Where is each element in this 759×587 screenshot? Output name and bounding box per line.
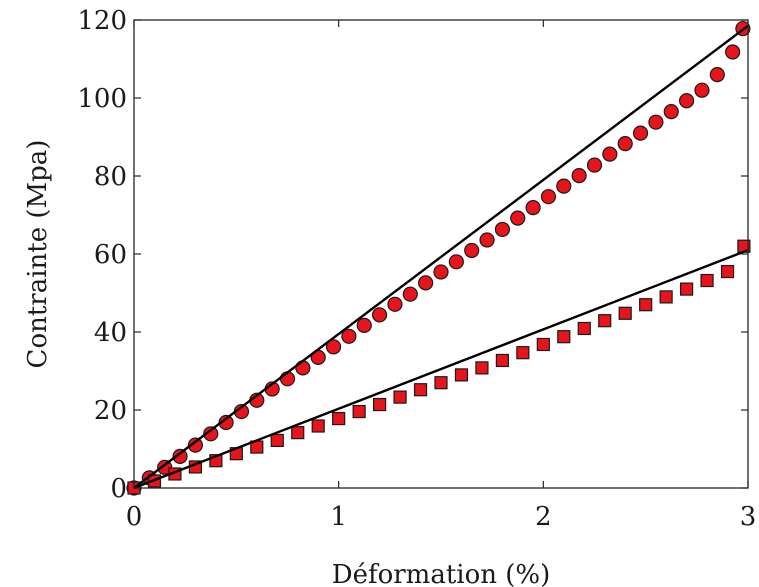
data-point-circle	[433, 264, 449, 280]
data-point-circle	[556, 178, 572, 194]
data-point-circle	[448, 254, 464, 270]
data-point-circle	[725, 44, 741, 60]
y-tick-label: 100	[77, 84, 127, 114]
data-point-square	[557, 330, 571, 344]
data-point-circle	[479, 232, 495, 248]
data-point-square	[311, 419, 325, 433]
data-point-square	[373, 397, 387, 412]
data-point-square	[393, 390, 407, 404]
data-point-square	[577, 321, 591, 336]
fit-line-2	[133, 248, 749, 490]
data-point-circle	[418, 275, 434, 291]
data-point-square	[454, 368, 469, 382]
y-tick-label: 0	[110, 474, 127, 504]
x-tick-label: 1	[330, 502, 347, 532]
y-tick-label: 80	[94, 162, 127, 192]
data-point-circle	[203, 426, 219, 442]
data-point-square	[270, 433, 284, 448]
data-point-circle	[648, 114, 664, 130]
data-point-circle	[402, 286, 418, 302]
data-point-circle	[586, 157, 603, 173]
axis-ticks	[133, 19, 749, 489]
data-point-circle	[464, 242, 480, 259]
data-point-circle	[663, 104, 679, 120]
x-tick-label: 3	[740, 502, 757, 532]
y-axis-label: Contrainte (Mpa)	[23, 140, 53, 369]
data-point-circle	[187, 437, 203, 453]
data-point-circle	[617, 136, 633, 152]
data-point-square	[700, 273, 714, 288]
data-point-square	[352, 404, 366, 419]
data-point-square	[413, 383, 428, 397]
data-point-circle	[372, 307, 388, 323]
data-point-circle	[694, 82, 710, 98]
data-point-circle	[325, 339, 342, 355]
data-point-circle	[295, 360, 311, 376]
data-point-square	[434, 376, 448, 390]
data-point-circle	[510, 210, 526, 226]
y-tick-label: 60	[94, 240, 127, 270]
data-point-square	[291, 426, 305, 440]
data-point-square	[598, 314, 612, 328]
data-point-square	[679, 282, 694, 296]
data-point-square	[659, 290, 673, 304]
data-point-circle	[172, 448, 188, 465]
tick-labels: 0 1 2 3 0 20 40 60 80 100 120	[77, 6, 756, 532]
x-axis-label: Déformation (%)	[332, 560, 551, 587]
data-point-square	[475, 361, 489, 375]
data-point-square	[516, 346, 530, 360]
data-point-square	[332, 411, 346, 426]
data-point-square	[720, 264, 735, 279]
plot-marks	[126, 20, 751, 496]
x-tick-label: 0	[126, 502, 143, 532]
y-tick-label: 120	[77, 6, 127, 36]
fit-line-1	[133, 24, 749, 489]
data-point-circle	[540, 189, 557, 205]
data-point-square	[639, 298, 653, 312]
data-point-square	[495, 353, 509, 368]
data-point-circle	[494, 221, 510, 238]
x-tick-label: 2	[535, 502, 552, 532]
data-point-circle	[632, 125, 649, 141]
y-tick-label: 20	[94, 396, 127, 426]
data-point-circle	[356, 317, 372, 333]
data-point-square	[536, 337, 550, 352]
data-point-circle	[709, 66, 725, 83]
data-point-circle	[602, 146, 618, 162]
y-tick-label: 40	[94, 318, 127, 348]
data-point-circle	[678, 93, 695, 109]
data-point-square	[618, 306, 632, 320]
data-point-circle	[525, 199, 541, 216]
data-point-circle	[387, 296, 403, 312]
data-point-circle	[571, 168, 587, 184]
data-point-circle	[341, 328, 357, 344]
data-point-circle	[157, 459, 173, 475]
